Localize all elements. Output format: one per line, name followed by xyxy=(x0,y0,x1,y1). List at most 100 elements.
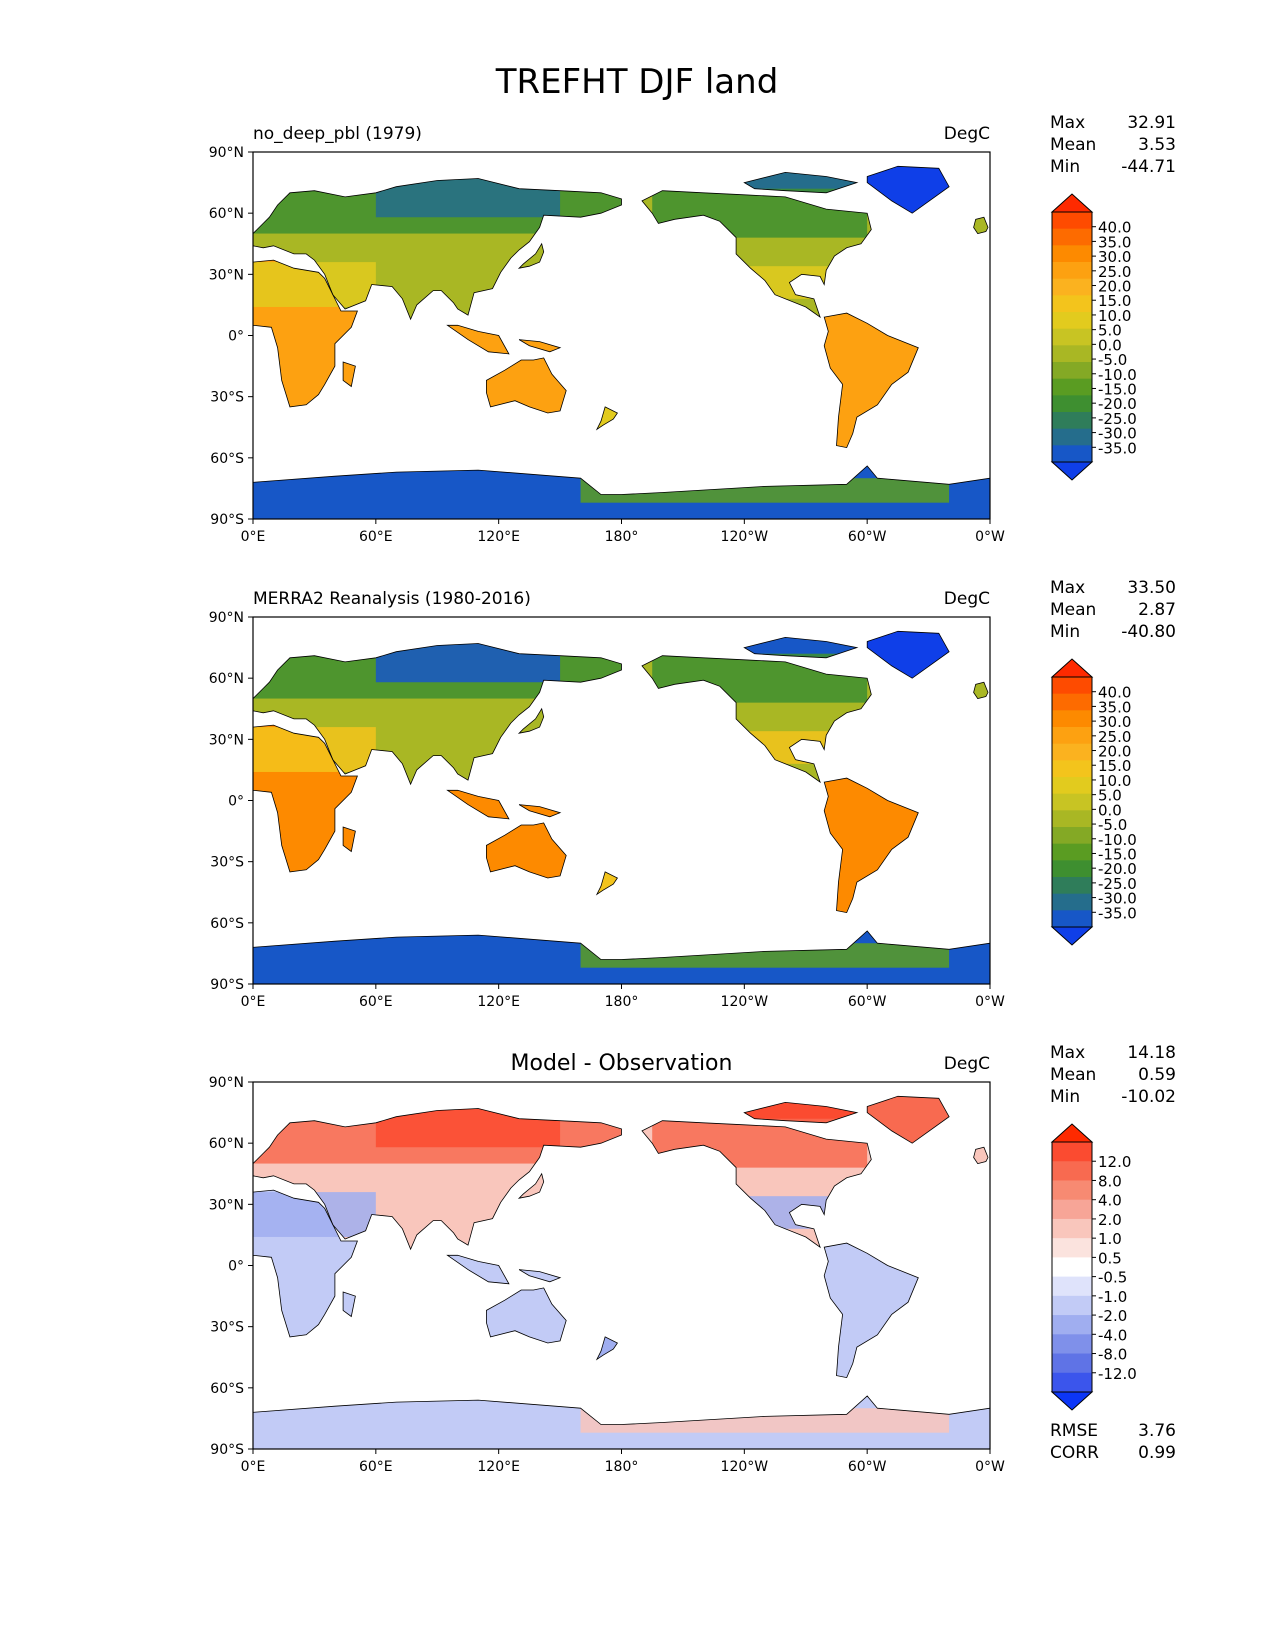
colorbar-tick-label: -15.0 xyxy=(1098,845,1137,863)
stat-label-mean: Mean xyxy=(1050,135,1096,155)
coastline-indonesia2 xyxy=(518,1269,562,1283)
coastline-africa xyxy=(253,1189,358,1338)
stat-label-min: Min xyxy=(1050,1087,1080,1107)
land-samerica xyxy=(824,313,919,448)
coastline-uk xyxy=(973,216,989,235)
stat-label-rmse: RMSE xyxy=(1050,1421,1098,1441)
lon-tick-label: 0°E xyxy=(241,1459,266,1475)
lat-tick-label: 0° xyxy=(228,794,244,810)
land-sea_asia xyxy=(447,790,509,819)
lat-tick-label: 0° xyxy=(228,329,244,345)
colorbar-frame xyxy=(1051,211,1093,463)
stat-value-min: -44.71 xyxy=(1121,157,1176,177)
coastline-nz xyxy=(595,406,618,431)
stat-label-max: Max xyxy=(1050,113,1085,133)
coastline-sea_asia xyxy=(446,324,510,355)
colorbar-tick-label: -20.0 xyxy=(1098,860,1137,878)
colorbar-tick-label: 12.0 xyxy=(1098,1153,1131,1171)
land-greenland xyxy=(867,166,950,214)
coastline-uk xyxy=(973,1146,989,1165)
land-nz xyxy=(596,871,618,895)
lat-tick-label: 60°S xyxy=(210,451,244,467)
colorbar-tick-label: -5.0 xyxy=(1098,816,1127,834)
colorbar-bin xyxy=(1052,278,1092,296)
colorbar-bin xyxy=(1052,295,1092,313)
panels: 90°N60°N30°N0°30°S60°S90°S0°E 60°E 120°E 18… xyxy=(209,113,1176,1475)
colorbar-tick-label: 15.0 xyxy=(1098,757,1131,775)
colorbar-tick-label: -4.0 xyxy=(1098,1326,1127,1344)
colorbar-bin xyxy=(1052,1276,1092,1297)
lat-tick-label: 90°N xyxy=(209,610,244,626)
land-sea_asia xyxy=(447,1255,509,1284)
lon-tick-label: 180° xyxy=(605,1459,639,1475)
colorbar-bin xyxy=(1052,810,1092,828)
colorbar-bin xyxy=(1052,1161,1092,1181)
colorbar-bin xyxy=(1052,877,1092,895)
land-arctic_isl xyxy=(744,172,857,193)
coastline-nz xyxy=(595,871,618,896)
colorbar-bin xyxy=(1052,212,1092,230)
colorbar-frame xyxy=(1051,1141,1093,1393)
lon-tick-label: 180° xyxy=(605,994,639,1010)
lon-tick-label: 0°W xyxy=(975,529,1005,545)
colorbar-bin xyxy=(1052,777,1092,795)
colorbar-frame xyxy=(1051,676,1093,928)
land-indonesia2 xyxy=(519,339,561,352)
lon-tick-label: 60°W xyxy=(848,994,887,1010)
lat-tick-label: 30°S xyxy=(210,855,244,871)
lon-tick-label: 120°W xyxy=(721,994,769,1010)
colorbar-tick-label: 4.0 xyxy=(1098,1192,1122,1210)
colorbar-bin xyxy=(1052,262,1092,280)
stat-value-corr: 0.99 xyxy=(1138,1443,1176,1463)
colorbar-tick-label: 40.0 xyxy=(1098,684,1131,702)
coastline-greenland xyxy=(866,630,950,679)
lat-tick-label: 90°S xyxy=(210,1442,244,1458)
colorbar-bin xyxy=(1052,860,1092,878)
colorbar-bin xyxy=(1052,893,1092,911)
colorbar-tick-label: 35.0 xyxy=(1098,233,1131,251)
stat-label-corr: CORR xyxy=(1050,1443,1099,1463)
lat-tick-label: 30°N xyxy=(209,267,244,283)
lat-tick-label: 60°S xyxy=(210,916,244,932)
colorbar-tick-label: 25.0 xyxy=(1098,263,1131,281)
colorbar-tick-label: 10.0 xyxy=(1098,772,1131,790)
colorbar-bin xyxy=(1052,760,1092,778)
stat-value-mean: 2.87 xyxy=(1138,600,1176,620)
coastline-japan xyxy=(517,242,545,269)
lat-tick-label: 90°N xyxy=(209,1075,244,1091)
land-greenland xyxy=(867,1096,950,1144)
colorbar-bin xyxy=(1052,1257,1092,1278)
colorbar-tick-label: -25.0 xyxy=(1098,875,1137,893)
lon-tick-label: 0°W xyxy=(975,994,1005,1010)
lat-tick-label: 90°S xyxy=(210,512,244,528)
coastline-australia xyxy=(485,357,567,414)
colorbar-bin xyxy=(1052,1334,1092,1355)
coastline-australia xyxy=(485,822,567,879)
coastline-nz xyxy=(595,1336,618,1361)
coastline-japan xyxy=(517,707,545,734)
colorbar-tick-label: 10.0 xyxy=(1098,307,1131,325)
colorbar-extend-min xyxy=(1050,926,1094,946)
colorbar: 40.035.030.025.020.015.010.05.00.0-5.0-1… xyxy=(1050,658,1137,946)
colorbar-bin xyxy=(1052,710,1092,728)
land-uk xyxy=(973,682,988,699)
coastline-uk xyxy=(973,681,989,700)
colorbar-tick-label: 20.0 xyxy=(1098,743,1131,761)
colorbar-tick-label: -20.0 xyxy=(1098,395,1137,413)
panel-title-left: MERRA2 Reanalysis (1980-2016) xyxy=(253,589,531,609)
land-sea_asia xyxy=(447,325,509,354)
land-australia xyxy=(486,1287,567,1343)
colorbar: 12.08.0 4.02.01.00.5 -0.5-1.0-2.0-4.0 -8.0-… xyxy=(1050,1123,1137,1411)
lat-tick-label: 30°S xyxy=(210,1320,244,1336)
colorbar-tick-label: -0.5 xyxy=(1098,1269,1127,1287)
colorbar-bin xyxy=(1052,1372,1092,1393)
coastline-sea_asia xyxy=(446,789,510,820)
lat-tick-label: 60°N xyxy=(209,1136,244,1152)
land-indonesia2 xyxy=(519,804,561,817)
colorbar-tick-label: -35.0 xyxy=(1098,904,1137,922)
coastline-indonesia2 xyxy=(518,804,562,818)
colorbar-bin xyxy=(1052,228,1092,246)
colorbar-bin xyxy=(1052,1295,1092,1316)
colorbar-bin xyxy=(1052,412,1092,430)
colorbar-bin xyxy=(1052,843,1092,861)
